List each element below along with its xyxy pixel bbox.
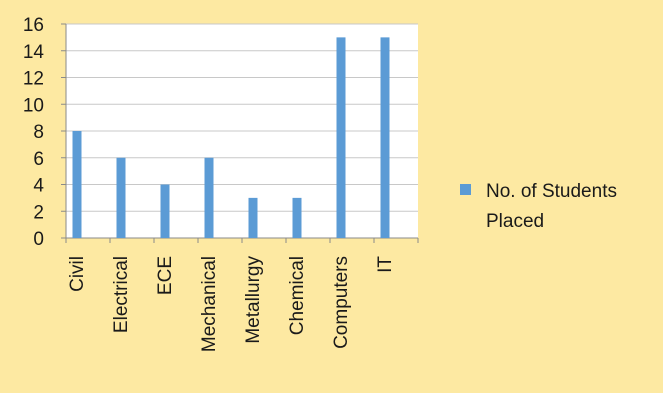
y-tick-labels: 0 2 4 6 8 10 12 14 16 [23,15,45,250]
y-tick-label: 10 [23,95,44,116]
bars [72,37,390,238]
category-label: Chemical [287,256,308,335]
category-label: Civil [67,256,88,292]
y-tick-label: 12 [23,69,44,90]
category-label: Electrical [111,256,132,333]
legend: No. of Students Placed [460,181,617,232]
bar [72,131,82,238]
legend-label-line-2: Placed [486,211,544,232]
bar [204,157,214,238]
legend-swatch [460,184,471,195]
bar [292,197,302,238]
y-tick-label: 16 [23,15,44,36]
bar [336,37,346,238]
category-labels: Civil Electrical ECE Mechanical Metallurgy Ch… [67,256,396,353]
y-tick-label: 6 [33,149,44,170]
bar [248,197,258,238]
y-tick-label: 14 [23,42,45,63]
bar [116,157,126,238]
bar [380,37,390,238]
y-tick-label: 8 [33,122,44,143]
category-label: ECE [155,256,176,295]
category-label: Metallurgy [243,256,264,344]
category-label: Mechanical [199,256,220,352]
category-label: Computers [331,256,352,349]
y-tick-label: 0 [33,229,44,250]
legend-label-line-1: No. of Students [486,181,617,202]
y-tick-label: 2 [33,202,44,223]
y-tick-label: 4 [33,176,44,197]
category-label: IT [375,256,396,273]
bar [160,184,170,238]
